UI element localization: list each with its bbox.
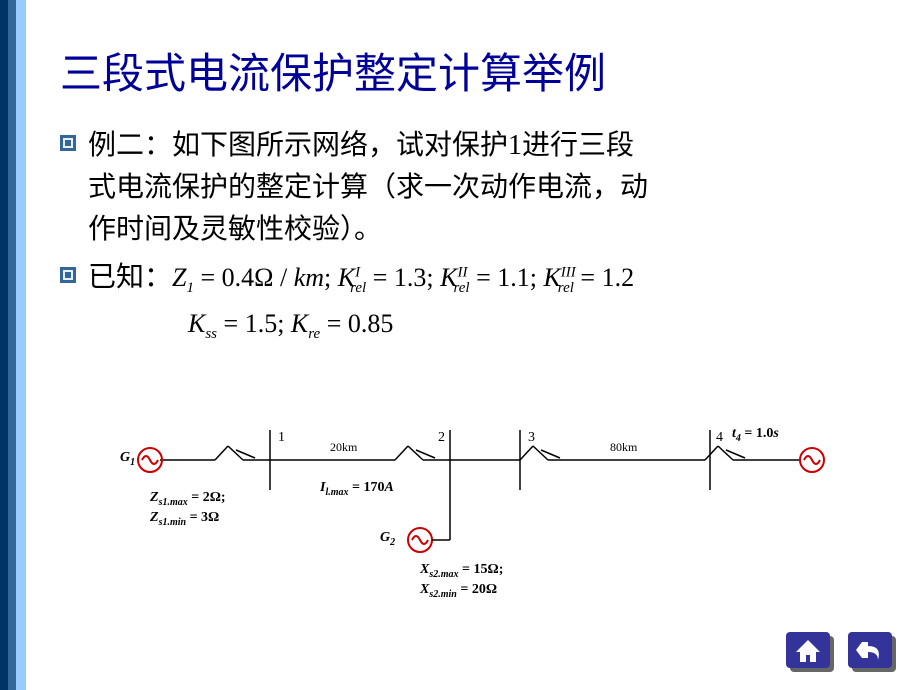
xs2min: Xs2.min = 20Ω [420,582,497,600]
zs1min: Zs1.min = 3Ω [150,510,219,528]
f-z1-unit: km [294,263,324,292]
g2-label: G2 [380,530,395,548]
f-z1-sub: 1 [186,280,194,296]
stripe-dark [0,0,8,690]
f-kre: K [291,309,308,338]
b1-l1: 例二：如下图所示网络，试对保护1进行三段 [88,130,634,161]
f-kss-sub: ss [205,326,217,342]
f-z1: Z [172,263,186,292]
network-diagram: G1 G2 1 2 3 4 20km 80km t4 = 1.0s Il.max… [120,400,840,620]
f-k1-sub: rel [350,280,366,296]
zs1max: Zs1.max = 2Ω; [150,490,226,508]
f-kre-val: = 0.85 [320,309,393,338]
side-stripe [0,0,26,690]
b2-label: 已知： [88,262,172,293]
f-kre-sub: re [308,326,320,342]
bus-1: 1 [278,430,285,446]
f-sep1: ; [324,263,338,292]
f-k2-sup: II [457,264,467,280]
bus-4: 4 [716,430,723,446]
bus-2: 2 [438,430,445,446]
f-k1-val: = 1.3; [366,263,440,292]
bullet-2: 已知：Z1 = 0.4Ω / km; KIrel = 1.3; KIIrel =… [60,257,880,345]
bus-3: 3 [528,430,535,446]
f-kss-val: = 1.5; [217,309,291,338]
g1-label: G1 [120,450,135,468]
len-2: 80km [610,440,637,455]
f-k2-sub: rel [453,280,469,296]
f-kss: K [188,309,205,338]
stripe-mid [8,0,16,690]
f-k1-sup: I [355,264,360,280]
xs2max: Xs2.max = 15Ω; [420,562,503,580]
square-bullet-icon [60,267,76,283]
formula-line-1: Z1 = 0.4Ω / km; KIrel = 1.3; KIIrel = 1.… [172,263,634,292]
back-button[interactable] [848,632,896,672]
f-k3-val: = 1.2 [574,263,634,292]
slide-content: 三段式电流保护整定计算举例 例二：如下图所示网络，试对保护1进行三段 式电流保护… [60,40,880,351]
il-label: Il.max = 170A [320,480,394,498]
nav-buttons [786,632,896,672]
b1-l3: 作时间及灵敏性校验）。 [88,214,382,245]
bullet-2-text: 已知：Z1 = 0.4Ω / km; KIrel = 1.3; KIIrel =… [88,257,634,345]
t4-label: t4 = 1.0s [732,426,779,444]
bullet-1-text: 例二：如下图所示网络，试对保护1进行三段 式电流保护的整定计算（求一次动作电流，… [88,125,648,251]
f-z1-val: = 0.4Ω / [194,263,294,292]
f-k3-sub: rel [558,280,574,296]
stripe-light [16,0,26,690]
home-button[interactable] [786,632,834,672]
b1-l2: 式电流保护的整定计算（求一次动作电流，动 [88,172,648,203]
f-k2-val: = 1.1; [470,263,544,292]
square-bullet-icon [60,135,76,151]
bullet-1: 例二：如下图所示网络，试对保护1进行三段 式电流保护的整定计算（求一次动作电流，… [60,125,880,251]
len-1: 20km [330,440,357,455]
formula-line-2: Kss = 1.5; Kre = 0.85 [188,304,634,346]
page-title: 三段式电流保护整定计算举例 [60,40,880,101]
